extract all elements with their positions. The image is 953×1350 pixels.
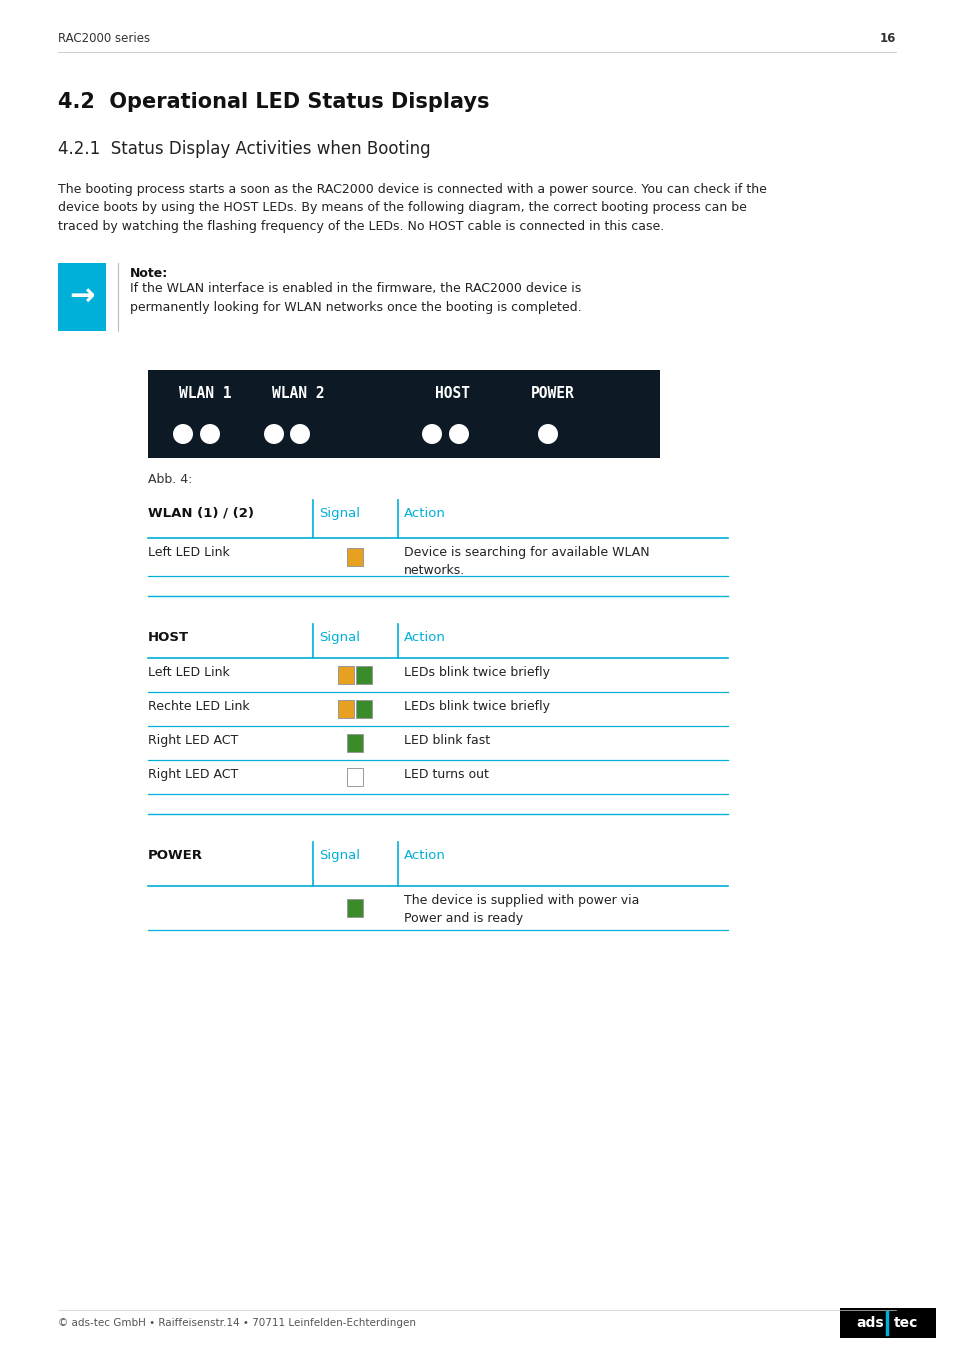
FancyBboxPatch shape xyxy=(840,1308,935,1338)
Text: POWER: POWER xyxy=(148,849,203,863)
Text: HOST: HOST xyxy=(148,630,189,644)
Circle shape xyxy=(264,424,284,444)
Text: © ads-tec GmbH • Raiffeisenstr.14 • 70711 Leinfelden-Echterdingen: © ads-tec GmbH • Raiffeisenstr.14 • 7071… xyxy=(58,1318,416,1328)
FancyBboxPatch shape xyxy=(347,734,363,752)
Text: Device is searching for available WLAN
networks.: Device is searching for available WLAN n… xyxy=(403,545,649,576)
FancyBboxPatch shape xyxy=(356,701,372,718)
Text: Right LED ACT: Right LED ACT xyxy=(148,768,238,782)
Text: The device is supplied with power via
Power and is ready: The device is supplied with power via Po… xyxy=(403,894,639,925)
Text: Note:: Note: xyxy=(130,267,168,279)
Text: WLAN 1: WLAN 1 xyxy=(178,386,231,401)
FancyBboxPatch shape xyxy=(58,263,106,331)
Circle shape xyxy=(200,424,220,444)
FancyBboxPatch shape xyxy=(356,666,372,684)
Text: The booting process starts a soon as the RAC2000 device is connected with a powe: The booting process starts a soon as the… xyxy=(58,184,766,234)
Circle shape xyxy=(172,424,193,444)
Text: WLAN (1) / (2): WLAN (1) / (2) xyxy=(148,508,253,520)
Text: 4.2  Operational LED Status Displays: 4.2 Operational LED Status Displays xyxy=(58,92,489,112)
Text: →: → xyxy=(70,282,94,312)
Text: Left LED Link: Left LED Link xyxy=(148,545,230,559)
Text: Rechte LED Link: Rechte LED Link xyxy=(148,701,250,713)
Text: Action: Action xyxy=(403,849,445,863)
Text: Signal: Signal xyxy=(318,508,359,520)
FancyBboxPatch shape xyxy=(347,548,363,566)
Text: Right LED ACT: Right LED ACT xyxy=(148,734,238,747)
Circle shape xyxy=(421,424,441,444)
FancyBboxPatch shape xyxy=(338,701,355,718)
Circle shape xyxy=(449,424,469,444)
Text: RAC2000 series: RAC2000 series xyxy=(58,32,150,45)
FancyBboxPatch shape xyxy=(338,666,355,684)
Text: POWER: POWER xyxy=(531,386,575,401)
Text: Left LED Link: Left LED Link xyxy=(148,666,230,679)
Circle shape xyxy=(290,424,310,444)
Text: Action: Action xyxy=(403,508,445,520)
FancyBboxPatch shape xyxy=(347,899,363,917)
Circle shape xyxy=(537,424,558,444)
Text: LED turns out: LED turns out xyxy=(403,768,488,782)
Text: HOST: HOST xyxy=(435,386,470,401)
Text: If the WLAN interface is enabled in the firmware, the RAC2000 device is
permanen: If the WLAN interface is enabled in the … xyxy=(130,282,581,313)
Text: WLAN 2: WLAN 2 xyxy=(272,386,324,401)
Text: LEDs blink twice briefly: LEDs blink twice briefly xyxy=(403,701,550,713)
Text: LED blink fast: LED blink fast xyxy=(403,734,490,747)
Text: Signal: Signal xyxy=(318,849,359,863)
Text: Signal: Signal xyxy=(318,630,359,644)
Text: ads: ads xyxy=(855,1316,882,1330)
Text: tec: tec xyxy=(893,1316,917,1330)
Text: 16: 16 xyxy=(879,32,895,45)
FancyBboxPatch shape xyxy=(148,370,659,458)
FancyBboxPatch shape xyxy=(347,768,363,786)
Text: Action: Action xyxy=(403,630,445,644)
Text: Abb. 4:: Abb. 4: xyxy=(148,472,193,486)
Text: 4.2.1  Status Display Activities when Booting: 4.2.1 Status Display Activities when Boo… xyxy=(58,140,430,158)
Text: LEDs blink twice briefly: LEDs blink twice briefly xyxy=(403,666,550,679)
